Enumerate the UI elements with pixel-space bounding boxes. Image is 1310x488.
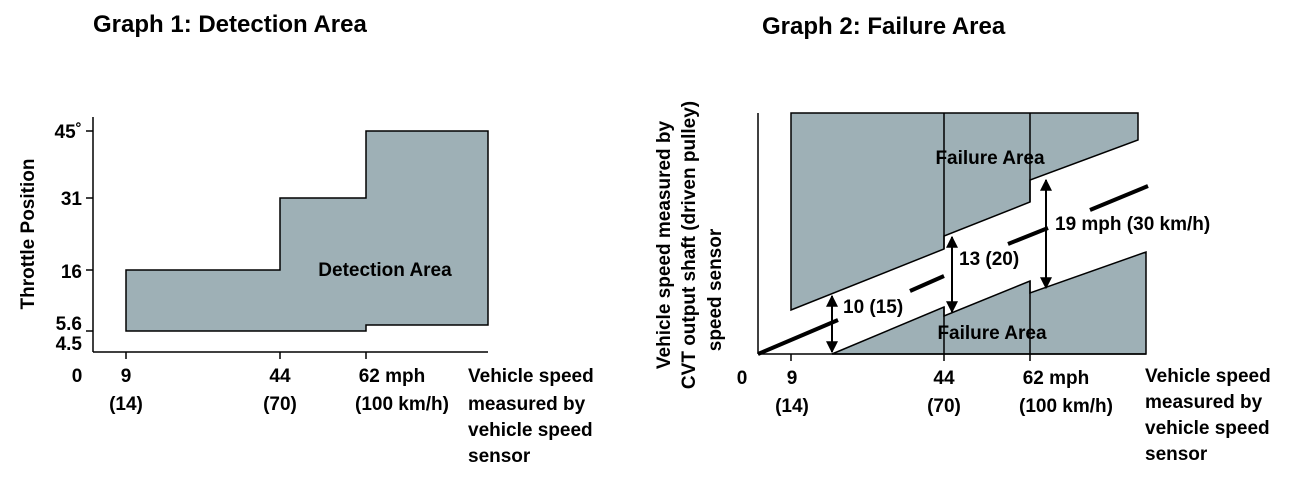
- graph2-x-tick-sublabel-44: (70): [927, 396, 961, 417]
- graph1-title: Graph 1: Detection Area: [93, 11, 367, 38]
- graph2-x-axis-label-line3: vehicle speed: [1145, 418, 1270, 439]
- graph1-x-tick-sublabel-44: (70): [263, 394, 297, 415]
- graph2-x-axis-label-line4: sensor: [1145, 444, 1208, 465]
- detection-area: [125, 130, 489, 332]
- detection-area-label: Detection Area: [318, 260, 452, 281]
- graph2-y-axis-label-line3: speed sensor: [705, 228, 726, 351]
- graph1-x-tick-sublabel-9: (14): [109, 394, 143, 415]
- graph2-x-tick-sublabel-9: (14): [775, 396, 809, 417]
- graph1-y-tick-label-5-6: 5.6: [56, 314, 82, 335]
- graph1-origin-label: 0: [72, 366, 83, 387]
- graph2-origin-label: 0: [737, 368, 748, 389]
- graph1: Graph 1: Detection Area Throttle Positio…: [18, 11, 594, 467]
- graph1-x-axis-label-line1: Vehicle speed: [468, 366, 594, 387]
- graph2-x-tick-label-9: 9: [787, 368, 798, 389]
- band-label-10: 10 (15): [843, 297, 903, 318]
- reference-line-segment-4: [1089, 184, 1149, 212]
- reference-line-segment-3: [1007, 226, 1049, 246]
- graph2-title: Graph 2: Failure Area: [762, 13, 1006, 40]
- graph1-x-tick-label-44: 44: [269, 366, 291, 387]
- graph1-x-axis-label-line3: vehicle speed: [468, 420, 593, 441]
- graph2-y-axis-label-line1: Vehicle speed measured by: [654, 120, 675, 369]
- graph2-x-tick-label-62: 62 mph: [1023, 368, 1090, 389]
- graph1-x-axis-label-line2: measured by: [468, 394, 586, 415]
- reference-line-segment-1: [757, 318, 839, 356]
- graph2-x-axis-label-line1: Vehicle speed: [1145, 366, 1271, 387]
- graph2-x-axis-label-line2: measured by: [1145, 392, 1263, 413]
- graph2-y-axis-label-line2: CVT output shaft (driven pulley): [679, 101, 700, 389]
- graph1-y-tick-label-31: 31: [61, 189, 83, 210]
- upper-failure-area-label: Failure Area: [935, 148, 1045, 169]
- graph1-y-tick-label-16: 16: [61, 262, 82, 283]
- graph1-y-tick-label-4-5: 4.5: [56, 334, 83, 355]
- graph1-x-tick-label-9: 9: [121, 366, 132, 387]
- reference-line-segment-2: [909, 274, 945, 293]
- graph1-x-axis-label-line4: sensor: [468, 446, 531, 467]
- graph2-x-tick-label-44: 44: [933, 368, 955, 389]
- graph2-x-tick-sublabel-62: (100 km/h): [1019, 396, 1113, 417]
- graph1-y-axis-label: Throttle Position: [18, 159, 39, 310]
- graph1-y-tick-label-45: 45˚: [55, 122, 82, 143]
- graph2: Graph 2: Failure Area Vehicle speed meas…: [654, 13, 1271, 465]
- band-label-19: 19 mph (30 km/h): [1055, 214, 1210, 235]
- lower-failure-area-label: Failure Area: [937, 323, 1047, 344]
- band-label-13: 13 (20): [959, 249, 1019, 270]
- graph1-x-tick-label-62: 62 mph: [359, 366, 426, 387]
- graph1-x-tick-sublabel-62: (100 km/h): [355, 394, 449, 415]
